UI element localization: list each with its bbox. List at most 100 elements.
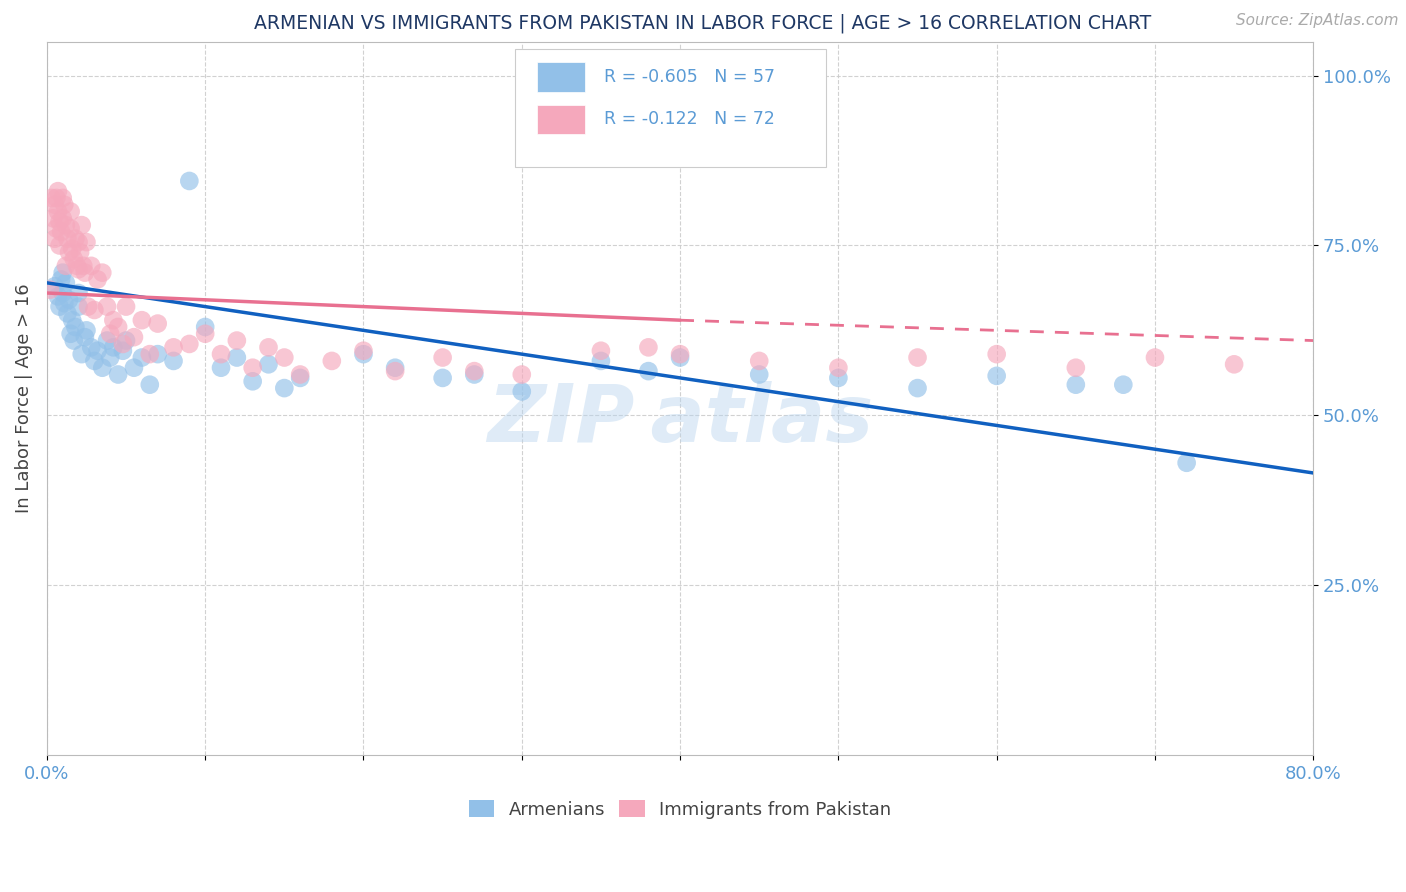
Point [179,337,201,351]
Point [510,384,533,399]
Point [59,221,82,235]
Point [748,368,770,382]
Point [986,347,1008,361]
Text: ZIP atlas: ZIP atlas [486,381,873,458]
Point [907,351,929,365]
Point [463,364,485,378]
Point [353,347,375,361]
Point [52,285,75,300]
Point [1223,357,1246,371]
Point [83,354,105,368]
Point [131,351,153,365]
Point [55,218,77,232]
Point [55,276,77,290]
Point [77,300,100,314]
Point [1175,456,1198,470]
Point [257,340,280,354]
Point [748,354,770,368]
Point [53,296,76,310]
Point [83,303,105,318]
Point [194,320,217,334]
Point [75,323,97,337]
Point [39,283,62,297]
Point [72,259,94,273]
Point [162,340,184,354]
Point [139,347,162,361]
Point [80,259,103,273]
Point [669,351,692,365]
Point [41,191,63,205]
Point [209,347,232,361]
Point [46,184,69,198]
Point [98,351,121,365]
Point [179,174,201,188]
Text: R = -0.122   N = 72: R = -0.122 N = 72 [605,111,775,128]
Point [56,306,79,320]
Point [225,351,247,365]
Point [225,334,247,348]
Point [62,252,84,266]
Point [907,381,929,395]
Point [98,326,121,341]
Point [67,262,90,277]
Point [384,364,406,378]
Point [80,340,103,354]
Point [86,343,108,358]
FancyBboxPatch shape [537,62,585,92]
Point [637,340,659,354]
Point [107,320,129,334]
Point [46,204,69,219]
Point [273,381,295,395]
Text: R = -0.605   N = 57: R = -0.605 N = 57 [605,68,775,86]
Point [242,374,264,388]
Point [48,238,70,252]
Point [52,266,75,280]
Point [45,221,67,235]
Point [432,371,454,385]
Point [321,354,343,368]
Point [48,300,70,314]
Point [146,317,169,331]
Point [52,211,75,226]
FancyBboxPatch shape [516,49,825,167]
Point [70,347,93,361]
Point [67,285,90,300]
Point [58,245,80,260]
Point [827,360,849,375]
Point [146,347,169,361]
Point [115,300,138,314]
Point [162,354,184,368]
Point [69,245,91,260]
Point [70,218,93,232]
Text: ARMENIAN VS IMMIGRANTS FROM PAKISTAN IN LABOR FORCE | AGE > 16 CORRELATION CHART: ARMENIAN VS IMMIGRANTS FROM PAKISTAN IN … [254,13,1152,33]
Point [827,371,849,385]
Point [589,343,612,358]
Point [115,334,138,348]
Legend: Armenians, Immigrants from Pakistan: Armenians, Immigrants from Pakistan [461,793,898,826]
Point [1112,377,1135,392]
Point [122,360,145,375]
Point [194,326,217,341]
Point [353,343,375,358]
Point [46,289,69,303]
Point [67,235,90,249]
Point [55,259,77,273]
Point [66,259,89,273]
Point [48,215,70,229]
Point [59,326,82,341]
Point [986,368,1008,383]
Point [273,351,295,365]
Point [111,337,134,351]
Point [242,360,264,375]
Point [62,334,84,348]
Point [56,232,79,246]
Point [122,330,145,344]
Point [669,347,692,361]
Point [75,235,97,249]
Point [589,354,612,368]
Point [1064,360,1087,375]
Point [96,300,118,314]
Point [45,191,67,205]
Point [103,313,125,327]
Point [53,198,76,212]
